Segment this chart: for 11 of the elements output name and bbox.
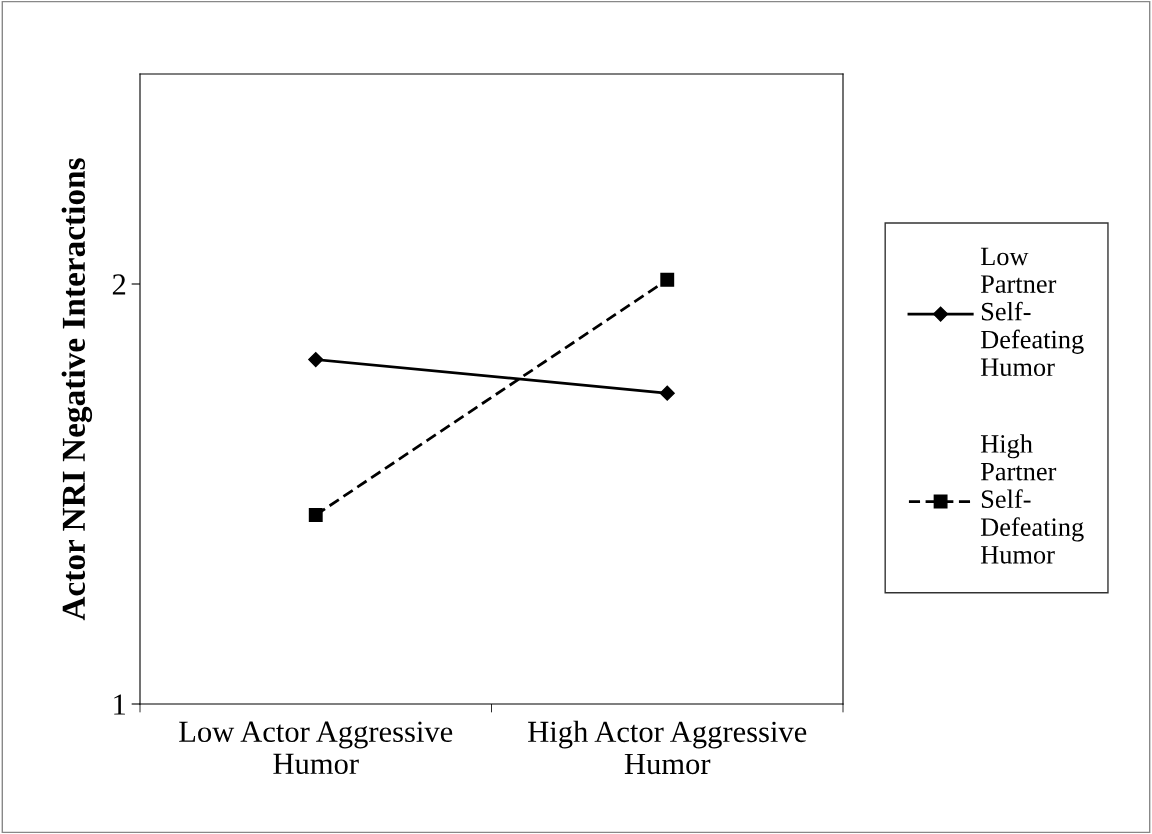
point [659, 385, 675, 401]
legend-label: Low Partner Self-Defeating Humor [980, 247, 1084, 377]
y-axis-title: Actor NRI Negative Interactions [61, 158, 93, 621]
x-tick-label: High Actor Aggressive Humor [528, 720, 807, 775]
y-tick-label: 1 [114, 694, 125, 715]
x-tick-label: Low Actor Aggressive Humor [179, 721, 453, 775]
y-tick-label: 2 [112, 274, 126, 295]
point [660, 272, 675, 287]
point [308, 508, 323, 522]
point [308, 352, 324, 368]
legend-label: High Partner Self-Defeating Humor [980, 434, 1084, 564]
